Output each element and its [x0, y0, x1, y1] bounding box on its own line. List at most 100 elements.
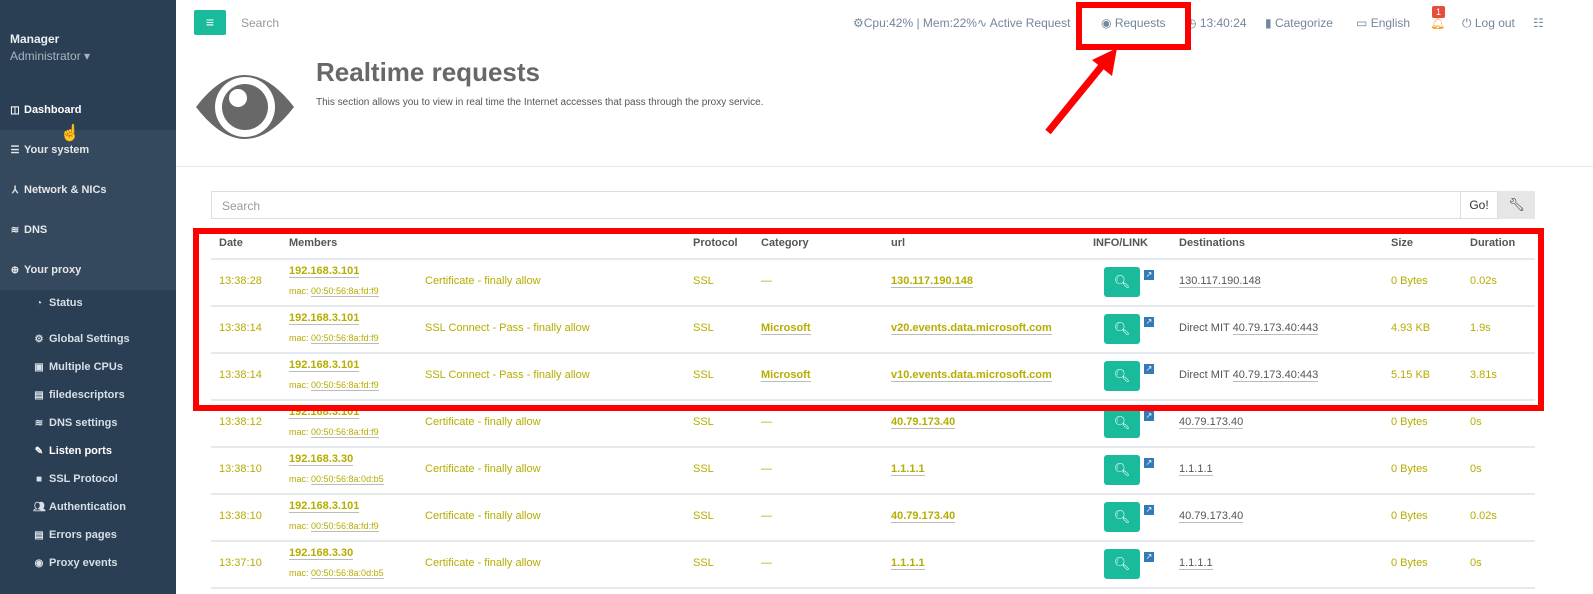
member-mac: mac: 00:50:56:8a:fd:f9 [289, 333, 379, 344]
row-date: 13:38:12 [219, 416, 262, 428]
member-ip-link[interactable]: 192.168.3.101 [289, 359, 360, 372]
column-header-size[interactable]: Size [1391, 237, 1414, 249]
member-mac-link[interactable]: 00:50:56:8a:fd:f9 [311, 286, 379, 297]
language-selector[interactable]: ▭ English [1356, 16, 1410, 30]
column-header-duration[interactable]: Duration [1470, 237, 1516, 249]
destination-link[interactable]: 40.79.173.40 [1179, 416, 1244, 429]
row-url-link[interactable]: 40.79.173.40 [891, 510, 956, 523]
sidebar-subitem-filedescriptors[interactable]: ▤ filedescriptors [33, 389, 125, 401]
notification-badge: 1 [1432, 6, 1446, 18]
row-category[interactable]: Microsoft [761, 322, 811, 335]
row-protocol: SSL [693, 275, 714, 287]
info-button[interactable]: 🔍︎ [1104, 314, 1140, 344]
destination-link[interactable]: 40.79.173.40 [1179, 510, 1244, 523]
row-url-link[interactable]: v10.events.data.microsoft.com [891, 369, 1052, 382]
row-category: — [761, 463, 772, 475]
external-link-icon[interactable]: ↗ [1144, 317, 1154, 327]
sidebar-item-your-proxy[interactable]: ⊕ Your proxy [0, 250, 176, 290]
sidebar-item-dashboard[interactable]: ◫ Dashboard [0, 91, 176, 129]
row-size: 4.93 KB [1391, 322, 1431, 334]
destination-link[interactable]: 1.1.1.1 [1179, 463, 1213, 476]
external-link-icon[interactable]: ↗ [1144, 552, 1154, 562]
row-protocol: SSL [693, 322, 714, 334]
member-ip-link[interactable]: 192.168.3.101 [289, 265, 360, 278]
active-requests-link[interactable]: ∿ Active Request [977, 16, 1070, 30]
row-category: — [761, 275, 772, 287]
info-button[interactable]: 🔍︎ [1104, 502, 1140, 532]
member-mac-link[interactable]: 00:50:56:8a:0d:b5 [311, 474, 384, 485]
notifications-bell[interactable]: 🔔︎ [1430, 16, 1445, 30]
top-search-input[interactable]: Search [241, 16, 280, 30]
member-mac-link[interactable]: 00:50:56:8a:fd:f9 [311, 333, 379, 344]
requests-search-input[interactable]: Search [211, 191, 1461, 219]
member-ip-link[interactable]: 192.168.3.101 [289, 312, 360, 325]
row-category[interactable]: Microsoft [761, 369, 811, 382]
sidebar-item-label: Network & NICs [24, 184, 107, 196]
row-url-link[interactable]: 40.79.173.40 [891, 416, 956, 429]
column-header-destinations[interactable]: Destinations [1179, 237, 1246, 249]
destination-link[interactable]: 130.117.190.148 [1179, 275, 1261, 288]
info-button[interactable]: 🔍︎ [1104, 455, 1140, 485]
sidebar-subitem-status[interactable]: ◔ Status [33, 297, 83, 309]
row-url-link[interactable]: 1.1.1.1 [891, 463, 925, 476]
eye-icon: ◉ [1101, 16, 1112, 30]
sidebar-subitem-errors-pages[interactable]: ▤ Errors pages [33, 529, 117, 541]
sidebar-subitem-dns-settings[interactable]: ≋ DNS settings [33, 417, 118, 429]
external-link-icon[interactable]: ↗ [1144, 270, 1154, 280]
row-url-link[interactable]: 130.117.190.148 [891, 275, 973, 288]
destination-link[interactable]: 1.1.1.1 [1179, 557, 1213, 570]
user-role-dropdown[interactable]: Administrator ▾ [10, 49, 91, 63]
menu-toggle-button[interactable]: ≡ [194, 10, 226, 35]
tasks-menu[interactable]: ☷ [1533, 16, 1544, 30]
globe-icon: ⊕ [10, 264, 20, 276]
column-header-url[interactable]: url [891, 237, 906, 249]
member-ip-link[interactable]: 192.168.3.30 [289, 453, 354, 466]
sidebar-subitem-authentication[interactable]: 👥︎ Authentication [33, 501, 126, 513]
sidebar-subitem-listen-ports[interactable]: ✎ Listen ports [33, 445, 112, 457]
member-ip-link[interactable]: 192.168.3.30 [289, 547, 354, 560]
row-url-link[interactable]: v20.events.data.microsoft.com [891, 322, 1052, 335]
info-button[interactable]: 🔍︎ [1104, 549, 1140, 579]
member-mac-link[interactable]: 00:50:56:8a:fd:f9 [311, 521, 379, 532]
profile[interactable]: Manager Administrator ▾ [10, 32, 90, 63]
external-link-icon[interactable]: ↗ [1144, 458, 1154, 468]
sidebar-item-network[interactable]: ⅄ Network & NICs [0, 170, 176, 210]
row-category: — [761, 510, 772, 522]
requests-link[interactable]: ◉ Requests [1101, 16, 1166, 30]
sidebar-subitem-ssl-protocol[interactable]: ■ SSL Protocol [33, 473, 118, 485]
go-button[interactable]: Go! [1460, 191, 1498, 219]
column-header-date[interactable]: Date [219, 237, 243, 249]
member-ip-link[interactable]: 192.168.3.101 [289, 500, 360, 513]
info-button[interactable]: 🔍︎ [1104, 361, 1140, 391]
column-header-category[interactable]: Category [761, 237, 809, 249]
info-button[interactable]: 🔍︎ [1104, 408, 1140, 438]
external-link-icon[interactable]: ↗ [1144, 364, 1154, 374]
column-header-protocol[interactable]: Protocol [693, 237, 738, 249]
sidebar-subitem-multiple-cpus[interactable]: ▣ Multiple CPUs [33, 361, 123, 373]
row-size: 0 Bytes [1391, 275, 1428, 287]
header-divider [211, 258, 1535, 260]
info-button[interactable]: 🔍︎ [1104, 267, 1140, 297]
column-header-members[interactable]: Members [289, 237, 338, 249]
sidebar-subitem-proxy-events[interactable]: ◉ Proxy events [33, 557, 118, 569]
categorize-link[interactable]: ▮ Categorize [1265, 16, 1333, 30]
destination-link[interactable]: 40.79.173.40:443 [1232, 322, 1319, 335]
search-options-button[interactable]: 🔧︎ [1498, 191, 1535, 219]
destination-link[interactable]: 40.79.173.40:443 [1232, 369, 1319, 382]
external-link-icon[interactable]: ↗ [1144, 411, 1154, 421]
member-mac-link[interactable]: 00:50:56:8a:fd:f9 [311, 427, 379, 438]
clock: ◷ 13:40:24 [1186, 16, 1247, 30]
requests-label: Requests [1114, 16, 1166, 30]
member-mac-link[interactable]: 00:50:56:8a:fd:f9 [311, 380, 379, 391]
sidebar-subitem-global-settings[interactable]: ⚙ Global Settings [33, 333, 130, 345]
column-header-info-link[interactable]: INFO/LINK [1093, 237, 1148, 249]
sidebar-item-dns[interactable]: ≋ DNS [0, 210, 176, 250]
row-duration: 0s [1470, 557, 1482, 569]
page-title: Realtime requests [316, 57, 540, 87]
search-icon: 🔍︎ [1113, 556, 1131, 571]
sidebar-item-your-system[interactable]: ☰ Your system [0, 130, 176, 170]
logout-link[interactable]: ⏻ Log out [1462, 16, 1515, 31]
member-mac-link[interactable]: 00:50:56:8a:0d:b5 [311, 568, 384, 579]
row-url-link[interactable]: 1.1.1.1 [891, 557, 925, 570]
external-link-icon[interactable]: ↗ [1144, 505, 1154, 515]
